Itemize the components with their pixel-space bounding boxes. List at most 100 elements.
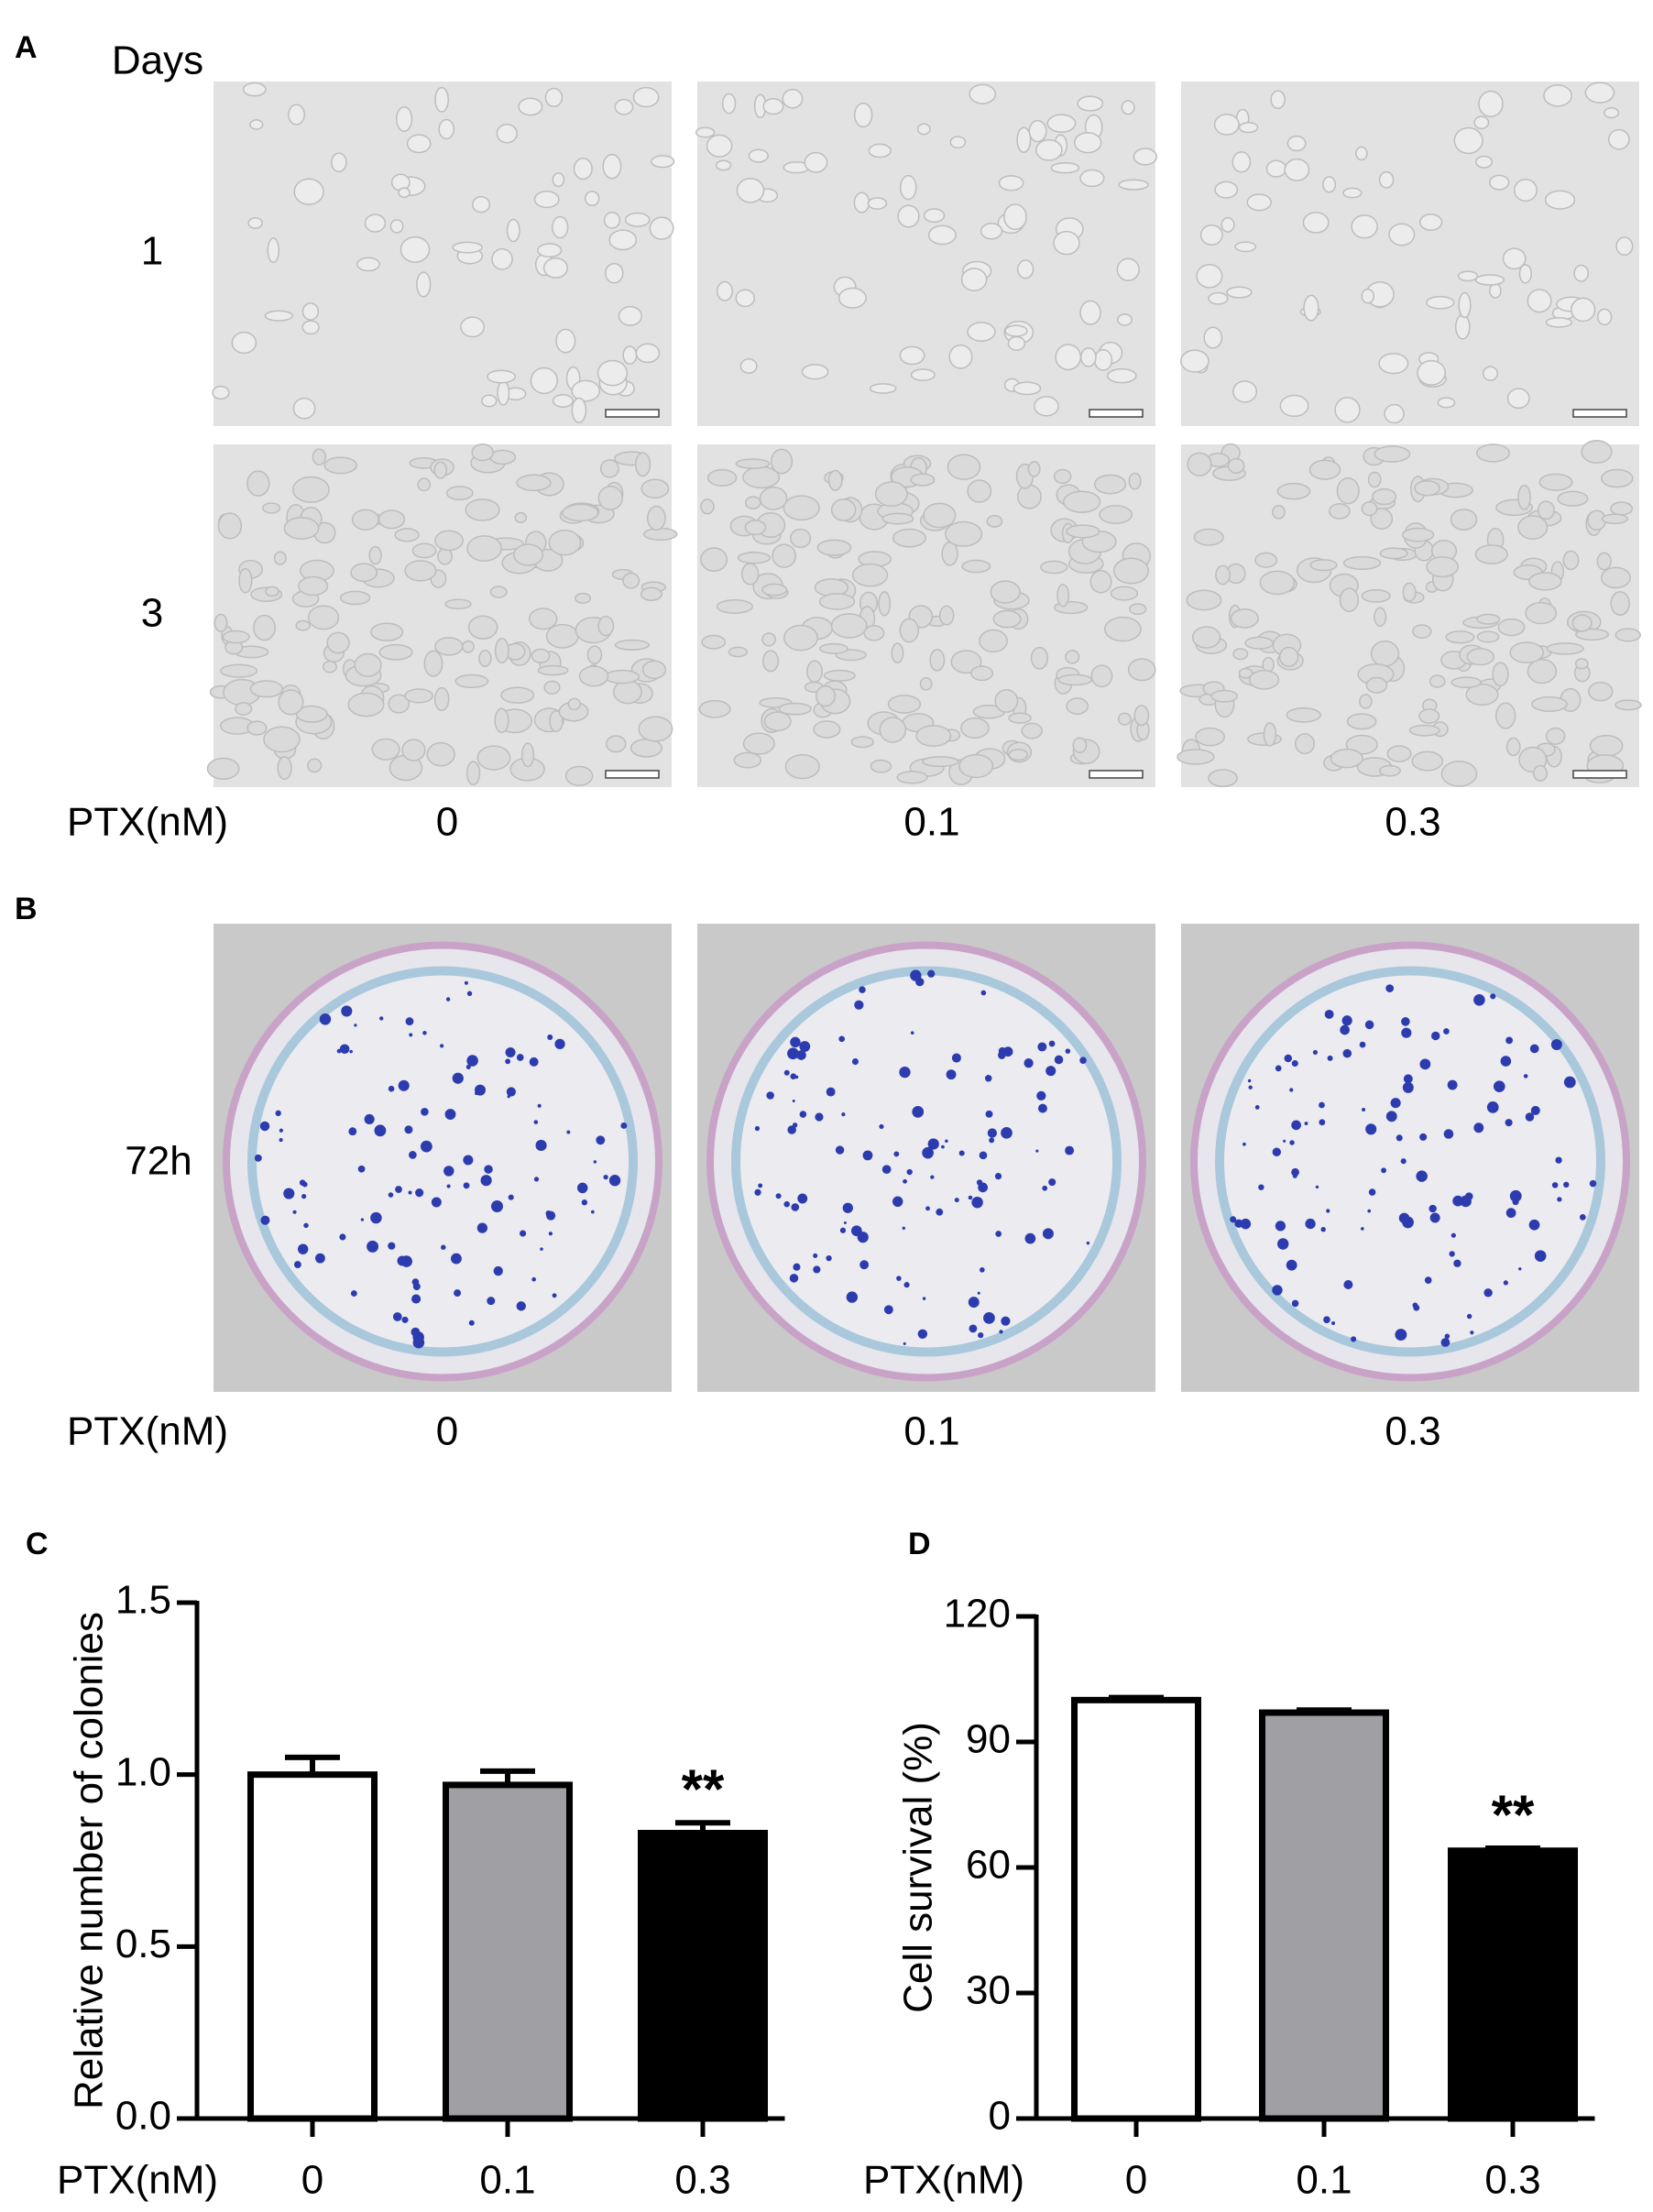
- colony: [1289, 1140, 1295, 1145]
- cell: [761, 650, 780, 673]
- cell: [927, 224, 957, 246]
- cell: [378, 643, 413, 661]
- colony: [787, 1125, 796, 1134]
- cell: [1118, 179, 1149, 191]
- cell: [364, 214, 387, 233]
- cell: [608, 229, 638, 251]
- colony: [1289, 1088, 1294, 1092]
- cell: [870, 383, 897, 394]
- colony: [299, 1179, 306, 1187]
- colony: [1024, 1232, 1036, 1244]
- colony: [850, 1225, 862, 1237]
- colony: [958, 1150, 965, 1156]
- cell: [1437, 397, 1456, 409]
- colony: [790, 1036, 801, 1048]
- cell: [1238, 121, 1259, 134]
- cell: [612, 679, 642, 705]
- colony: [1557, 1197, 1562, 1202]
- column-label: 0.3: [1385, 1409, 1440, 1454]
- cell: [1232, 648, 1249, 661]
- cell: [465, 498, 500, 521]
- colony: [1291, 1059, 1298, 1068]
- colony: [1419, 1058, 1431, 1070]
- cell: [1016, 126, 1032, 153]
- cell: [1596, 552, 1612, 571]
- cell: [573, 158, 593, 181]
- cell: [1359, 694, 1373, 709]
- colony: [922, 1297, 926, 1300]
- cell: [763, 711, 792, 732]
- cell: [351, 509, 379, 531]
- cell: [1021, 722, 1043, 739]
- colony: [1589, 1179, 1597, 1188]
- cell: [295, 705, 328, 723]
- cell: [1537, 500, 1555, 520]
- cell: [1030, 646, 1049, 670]
- cell: [816, 684, 836, 707]
- colony: [1551, 1182, 1559, 1188]
- cell: [217, 512, 243, 540]
- cell: [575, 592, 592, 604]
- colony: [978, 1331, 984, 1339]
- colony: [903, 1341, 906, 1345]
- column-label: 0.1: [903, 800, 959, 845]
- colony: [566, 1130, 571, 1134]
- cell: [301, 320, 320, 335]
- cell: [398, 187, 411, 199]
- colony: [490, 1200, 503, 1212]
- cell: [1408, 724, 1440, 737]
- cell: [818, 642, 848, 654]
- cell: [411, 542, 437, 559]
- cell: [1544, 190, 1576, 210]
- y-tick-label: 0.0: [115, 2094, 171, 2139]
- x-axis-label: PTX(nM): [863, 2158, 1024, 2203]
- cell: [1053, 468, 1072, 485]
- colony: [1319, 1119, 1326, 1126]
- cell: [944, 520, 983, 547]
- cell: [638, 716, 673, 742]
- cell: [1615, 628, 1641, 642]
- cell: [1227, 457, 1245, 474]
- colony: [415, 1188, 424, 1198]
- row-label: 1: [141, 229, 163, 274]
- cell: [1110, 586, 1139, 601]
- cell: [516, 474, 552, 492]
- cell: [706, 134, 733, 158]
- colony: [1326, 1209, 1330, 1213]
- cell: [830, 613, 868, 639]
- colony: [1530, 1105, 1540, 1115]
- colony: [998, 1051, 1006, 1059]
- colony: [838, 1035, 846, 1043]
- colony: [463, 1182, 470, 1189]
- cell: [246, 720, 268, 736]
- cell: [1286, 706, 1321, 723]
- cell: [1093, 349, 1113, 371]
- cell: [1411, 750, 1443, 772]
- bar: [1259, 1709, 1389, 2122]
- cell: [642, 527, 678, 542]
- cell: [529, 608, 558, 630]
- colony: [1240, 1218, 1252, 1230]
- column-label: 0.3: [1385, 800, 1440, 845]
- cell: [339, 590, 371, 606]
- cell: [604, 669, 640, 684]
- colony: [927, 1138, 939, 1150]
- cell: [916, 123, 931, 136]
- cell: [1610, 501, 1634, 516]
- colony: [841, 1112, 846, 1117]
- colony: [1368, 1188, 1376, 1196]
- colony: [1493, 1080, 1505, 1093]
- cell: [1187, 452, 1212, 476]
- cell: [979, 629, 1008, 653]
- cell: [1546, 642, 1584, 655]
- cell: [549, 709, 564, 733]
- cell: [1482, 366, 1499, 381]
- cell: [1099, 505, 1133, 524]
- colony: [1037, 1042, 1047, 1052]
- cell: [434, 86, 449, 113]
- cell: [277, 756, 292, 781]
- cell: [544, 87, 564, 107]
- cell: [1080, 347, 1097, 367]
- colony: [1486, 1101, 1499, 1113]
- cell: [1528, 572, 1562, 591]
